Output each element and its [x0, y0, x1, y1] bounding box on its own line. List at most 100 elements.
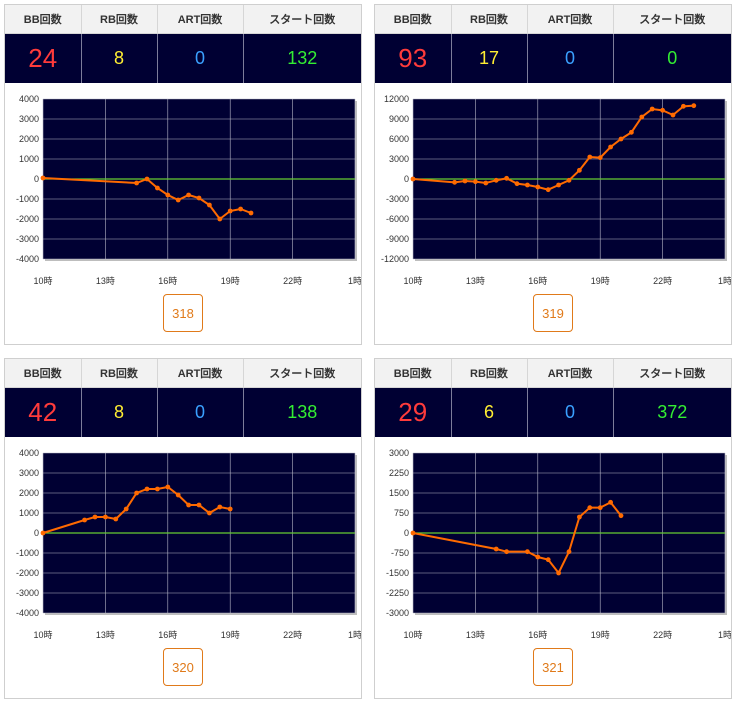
bb-header: BB回数	[375, 5, 452, 34]
data-point	[525, 182, 530, 188]
art-header: ART回数	[157, 359, 244, 388]
y-tick-label: -3000	[386, 608, 409, 618]
data-point	[40, 530, 46, 536]
data-point	[452, 179, 457, 185]
rb-header: RB回数	[451, 359, 528, 388]
data-point	[165, 192, 171, 198]
data-point	[608, 144, 613, 150]
x-tick-label: 13時	[96, 276, 115, 285]
data-point	[123, 506, 129, 512]
slump-chart: 12000 9000 6000 3000 0 -3000 -6000 -9000 -12000 1…	[381, 94, 731, 285]
data-point	[566, 549, 572, 555]
data-point	[608, 499, 613, 505]
rb-count: 17	[451, 33, 528, 83]
data-point	[155, 185, 160, 191]
y-tick-label: 6000	[389, 134, 409, 144]
data-point	[410, 530, 416, 536]
stats-table: BB回数 RB回数 ART回数 スタート回数 24 8 0 132	[5, 5, 361, 83]
y-tick-label: 0	[34, 174, 39, 184]
data-point	[493, 546, 499, 552]
y-tick-label: 4000	[19, 448, 39, 458]
data-point	[681, 103, 686, 109]
y-tick-label: 2000	[19, 134, 39, 144]
data-point	[566, 177, 572, 183]
rb-header: RB回数	[451, 5, 528, 34]
data-point	[196, 195, 202, 201]
y-tick-label: 3000	[389, 154, 409, 164]
data-point	[587, 505, 593, 511]
data-point	[577, 167, 582, 173]
data-point	[483, 180, 489, 186]
y-tick-label: 2250	[389, 468, 409, 478]
x-tick-label: 16時	[158, 276, 177, 285]
bb-count: 24	[5, 33, 82, 83]
rb-header: RB回数	[81, 5, 158, 34]
y-tick-label: -4000	[16, 608, 39, 618]
x-tick-label: 1時	[348, 630, 361, 639]
start-count: 138	[243, 387, 361, 437]
y-tick-label: -9000	[386, 234, 409, 244]
data-point	[597, 505, 603, 511]
y-tick-label: -2000	[16, 214, 39, 224]
data-point	[410, 176, 416, 182]
art-count: 0	[527, 387, 614, 437]
y-tick-label: 9000	[389, 114, 409, 124]
data-point	[134, 490, 140, 496]
data-point	[165, 484, 171, 490]
start-header: スタート回数	[243, 5, 361, 34]
data-point	[618, 136, 624, 142]
series-line	[42, 485, 231, 534]
data-point	[144, 176, 150, 182]
x-tick-label: 13時	[466, 630, 485, 639]
y-tick-label: -3000	[386, 194, 409, 204]
stats-table: BB回数 RB回数 ART回数 スタート回数 93 17 0 0	[375, 5, 731, 83]
data-point	[629, 129, 634, 135]
rb-count: 8	[81, 387, 158, 437]
start-header: スタート回数	[613, 5, 731, 34]
slump-chart: 4000 3000 2000 1000 0 -1000 -2000 -3000 -4000 10時…	[16, 94, 361, 285]
y-tick-label: 750	[394, 508, 409, 518]
slump-chart: 4000 3000 2000 1000 0 -1000 -2000 -3000 -4000 10時…	[16, 448, 361, 639]
data-point	[175, 492, 181, 498]
x-tick-label: 19時	[591, 276, 610, 285]
stats-table: BB回数 RB回数 ART回数 スタート回数 29 6 0 372	[375, 359, 731, 437]
x-tick-label: 10時	[33, 630, 52, 639]
machine-number-button[interactable]: 320	[163, 648, 203, 686]
y-tick-label: -750	[391, 548, 409, 558]
x-tick-label: 1時	[718, 276, 731, 285]
y-tick-label: -3000	[16, 234, 39, 244]
data-point	[40, 175, 46, 181]
y-tick-label: -1000	[16, 548, 39, 558]
data-point	[618, 513, 624, 519]
data-point	[217, 216, 223, 222]
x-tick-label: 22時	[653, 276, 672, 285]
data-point	[514, 181, 520, 187]
x-tick-label: 19時	[221, 630, 240, 639]
x-tick-label: 22時	[653, 630, 672, 639]
bb-header: BB回数	[5, 5, 82, 34]
data-point	[103, 514, 108, 520]
y-tick-label: 0	[404, 528, 409, 538]
data-point	[238, 206, 244, 212]
machine-panel-319: BB回数 RB回数 ART回数 スタート回数 93 17 0 0 12000 9000 6000 30…	[374, 4, 732, 345]
x-tick-label: 16時	[528, 276, 547, 285]
x-tick-label: 19時	[591, 630, 610, 639]
bb-count: 93	[375, 33, 452, 83]
stats-table: BB回数 RB回数 ART回数 スタート回数 42 8 0 138	[5, 359, 361, 437]
start-count: 0	[613, 33, 731, 83]
machine-number-button[interactable]: 318	[163, 294, 203, 332]
art-header: ART回数	[527, 359, 614, 388]
data-point	[186, 502, 192, 508]
data-point	[462, 178, 468, 184]
machine-panel-318: BB回数 RB回数 ART回数 スタート回数 24 8 0 132 4000 3000 2000 10…	[4, 4, 362, 345]
y-tick-label: 12000	[384, 94, 409, 104]
y-tick-label: -3000	[16, 588, 39, 598]
data-point	[92, 514, 98, 520]
x-tick-label: 1時	[718, 630, 731, 639]
machine-number-button[interactable]: 321	[533, 648, 573, 686]
machine-number-button[interactable]: 319	[533, 294, 573, 332]
y-tick-label: 1000	[19, 508, 39, 518]
data-point	[545, 187, 551, 193]
data-point	[660, 107, 665, 113]
y-tick-label: -1000	[16, 194, 39, 204]
